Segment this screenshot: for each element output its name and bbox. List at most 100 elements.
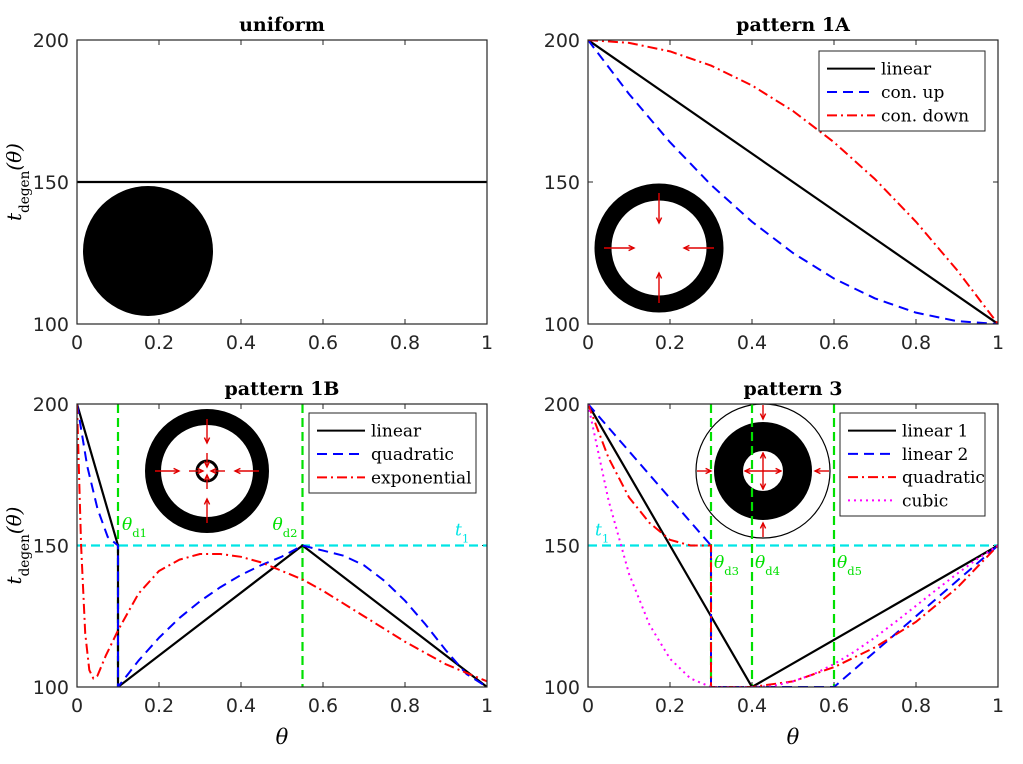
inset-arrow-head xyxy=(209,467,217,475)
axes-frame xyxy=(76,39,488,325)
y-tick-label: 150 xyxy=(544,172,580,194)
x-tick-label: 0 xyxy=(71,332,83,354)
series-line-quadratic xyxy=(77,404,487,687)
reference-line-label: θd1 xyxy=(122,515,147,540)
series-line-quadratic xyxy=(588,404,998,687)
inset-disk xyxy=(83,186,213,316)
x-tick-label: 0.6 xyxy=(819,695,849,717)
x-tick-label: 0 xyxy=(71,695,83,717)
x-tick-label: 1 xyxy=(481,695,493,717)
series-line-linear xyxy=(77,404,487,687)
inset-illustration xyxy=(594,183,724,313)
inset-arrow-head xyxy=(759,483,767,491)
x-tick-label: 0 xyxy=(582,695,594,717)
x-tick-label: 0.4 xyxy=(226,695,256,717)
chart-title: pattern 1A xyxy=(736,14,850,36)
y-tick-label: 100 xyxy=(544,314,580,336)
legend-label: linear xyxy=(371,422,422,442)
inset-arrow-head xyxy=(203,497,211,505)
x-tick-label: 0.6 xyxy=(308,332,338,354)
inset-arrow-head xyxy=(628,244,636,252)
x-tick-label: 0 xyxy=(582,332,594,354)
inset-arrow-head xyxy=(759,521,767,529)
reference-line-label: θd3 xyxy=(714,553,739,578)
y-tick-label: 200 xyxy=(33,30,69,52)
y-tick-label: 200 xyxy=(544,394,580,416)
legend: linear con. up con. down xyxy=(818,50,986,132)
inset-arrow-head xyxy=(682,244,690,252)
chart-panel-1: 0 0.2 0.4 0.6 0.8 1 100 150 200 uniform tdegen(θ) xyxy=(2,14,493,354)
axes-frame xyxy=(587,403,999,688)
plot-area xyxy=(588,40,998,324)
x-tick-label: 0.2 xyxy=(655,332,685,354)
reference-line-label: t1 xyxy=(455,521,469,546)
inset-thick-ring xyxy=(714,422,812,520)
inset-ring xyxy=(145,409,269,533)
x-tick-label: 1 xyxy=(992,332,1004,354)
x-tick-label: 0.4 xyxy=(737,695,767,717)
legend-label: linear xyxy=(881,60,932,80)
series-line-con-up xyxy=(588,40,998,324)
y-tick-label: 200 xyxy=(33,394,69,416)
y-tick-label: 150 xyxy=(544,536,580,558)
x-tick-label: 0.6 xyxy=(819,332,849,354)
legend-label: linear 1 xyxy=(902,422,968,442)
inset-arrow-head xyxy=(655,217,663,225)
chart-title: pattern 1B xyxy=(225,378,340,400)
y-tick-label: 100 xyxy=(33,314,69,336)
inset-arrow-head xyxy=(813,467,821,475)
inset-arrow-head xyxy=(705,467,713,475)
legend-label: con. up xyxy=(881,83,944,103)
series-line-con-down xyxy=(588,40,998,324)
axes-frame xyxy=(587,39,999,325)
x-tick-label: 0.8 xyxy=(901,332,931,354)
x-tick-label: 0.4 xyxy=(737,332,767,354)
chart-panel-4: 0 0.2 0.4 0.6 0.8 1 100 150 200 pattern 3 θ θd3 θd4 θ… xyxy=(544,378,1004,749)
chart-panel-3: 0 0.2 0.4 0.6 0.8 1 100 150 200 pattern 1B tdegen(… xyxy=(2,378,493,749)
inset-arrow-head xyxy=(203,437,211,445)
reference-line-label: t1 xyxy=(595,521,609,546)
y-tick-label: 100 xyxy=(33,677,69,699)
inset-arrow-head xyxy=(197,467,205,475)
y-tick-label: 150 xyxy=(33,536,69,558)
inset-arrow-head xyxy=(173,467,181,475)
x-tick-label: 1 xyxy=(992,695,1004,717)
legend-label: linear 2 xyxy=(902,445,968,465)
inset-arrow-head xyxy=(203,473,211,481)
legend: linear quadratic exponential xyxy=(308,412,477,494)
reference-line-label: θd2 xyxy=(273,515,298,540)
inset-arrow-head xyxy=(759,451,767,459)
series-line-linear xyxy=(588,40,998,324)
plot-area xyxy=(77,404,487,687)
series-line-linear-1 xyxy=(588,404,998,687)
inset-arrow-head xyxy=(743,467,751,475)
chart-title: uniform xyxy=(239,14,325,36)
inset-arrow-head xyxy=(759,413,767,421)
legend-label: exponential xyxy=(371,468,472,488)
inset-arrow-head xyxy=(775,467,783,475)
y-tick-label: 100 xyxy=(544,677,580,699)
legend-label: quadratic xyxy=(902,468,985,488)
series-line-exponential xyxy=(77,404,487,683)
x-tick-label: 0.8 xyxy=(901,695,931,717)
x-axis-label: θ xyxy=(276,725,289,749)
inset-illustration xyxy=(145,409,269,533)
x-tick-label: 0.2 xyxy=(144,695,174,717)
legend-label: quadratic xyxy=(371,445,454,465)
x-tick-label: 0.8 xyxy=(390,332,420,354)
series-line-cubic xyxy=(588,404,998,687)
inset-ring xyxy=(594,183,724,313)
legend-label: con. down xyxy=(881,106,969,126)
x-tick-label: 0.2 xyxy=(655,695,685,717)
x-tick-label: 1 xyxy=(481,332,493,354)
x-tick-label: 0.8 xyxy=(390,695,420,717)
plot-area xyxy=(588,404,998,687)
legend-label: cubic xyxy=(902,491,948,511)
reference-line-label: θd4 xyxy=(755,553,780,578)
reference-line-label: θd5 xyxy=(837,553,862,578)
x-tick-label: 0.6 xyxy=(308,695,338,717)
inset-illustration xyxy=(695,403,831,539)
inset-illustration xyxy=(83,186,213,316)
y-axis-label: tdegen(θ) xyxy=(2,507,33,585)
